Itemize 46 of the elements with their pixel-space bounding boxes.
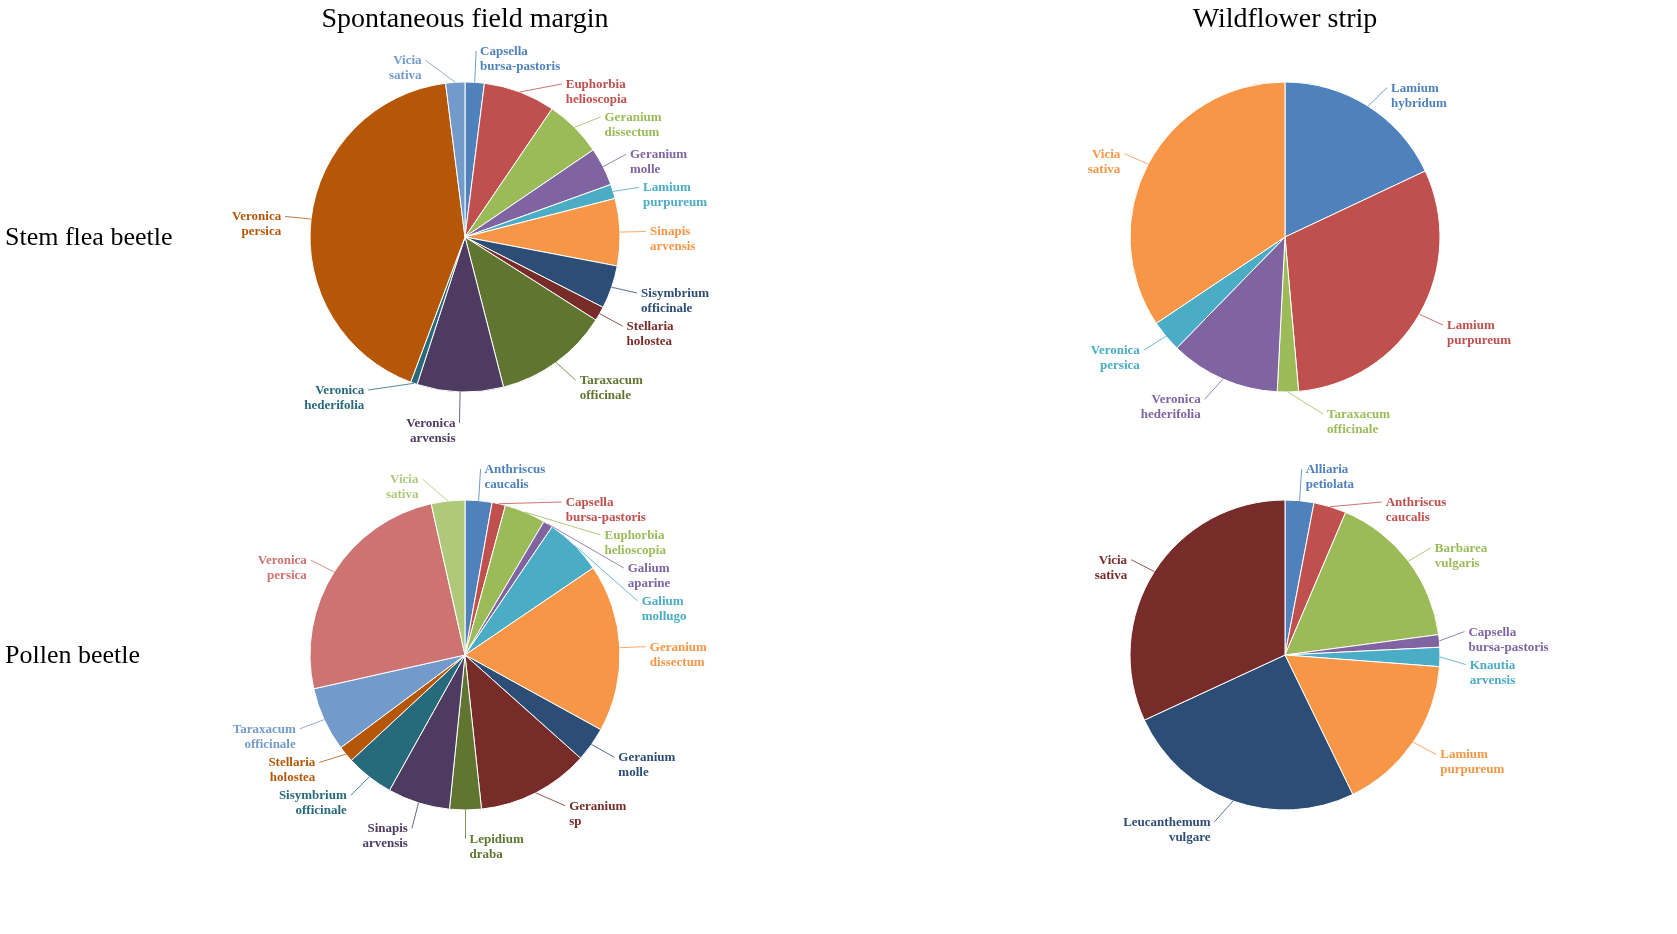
slice-label: Taraxacum officinale (1326, 405, 1391, 436)
slice-label: Veronica persica (232, 208, 282, 239)
slice-label: Euphorbia helioscopia (604, 527, 667, 557)
slice-label: Stellaria holostea (626, 318, 675, 349)
slice-label: Geranium dissectum (649, 638, 708, 669)
slice-label: Anthriscus caucalis (1385, 494, 1447, 524)
text: Pollen beetle (5, 640, 141, 669)
slice-label: Vicia sativa (389, 52, 423, 83)
text: Stem flea beetle (5, 222, 173, 251)
slice-label: Sinapis arvensis (649, 223, 696, 254)
slice-label: Veronica hederifolia (304, 382, 365, 412)
slice-label: Knautia arvensis (1469, 656, 1516, 687)
slice-label: Leucanthemum vulgare (1123, 813, 1211, 844)
slice-label: Galium mollugo (641, 593, 687, 623)
slice-label: Veronica persica (257, 552, 308, 583)
chart-title: Wildflower strip (1192, 2, 1378, 33)
slice-label: Geranium dissectum (604, 109, 662, 139)
slice-label: Barbarea vulgaris (1434, 539, 1488, 570)
slice-label: Geranium molle (618, 749, 676, 780)
slice-label: Vicia sativa (385, 471, 419, 502)
slice-label: Capsella bursa-pastoris (1468, 623, 1549, 654)
slice-label: Lamium hybridum (1391, 79, 1447, 110)
slice-label: Vicia sativa (1094, 551, 1128, 582)
slice-label: Veronica hederifolia (1140, 391, 1202, 422)
slice-label: Veronica arvensis (406, 415, 456, 445)
slice-label: Sisymbrium officinale (278, 787, 348, 818)
slice-label: Lamium purpureum (1440, 746, 1505, 777)
slice-label: Vicia sativa (1087, 145, 1121, 176)
slice-label: Galium aparine (627, 560, 671, 590)
slice-label: Lepidium draba (469, 830, 524, 861)
slice-label: Anthriscus caucalis (484, 461, 546, 491)
chart-title: Spontaneous field margin (321, 2, 609, 33)
slice-label: Capsella bursa-pastoris (565, 494, 646, 524)
slice-label: Alliaria petiolata (1305, 461, 1355, 491)
slice-label: Lamium purpureum (1447, 317, 1512, 348)
slice-label: Euphorbia helioscopia (565, 76, 628, 106)
slice-label: Veronica persica (1090, 342, 1141, 373)
slice-label: Capsella bursa-pastoris (480, 43, 561, 73)
slice-label: Sinapis arvensis (362, 820, 408, 851)
slice-label: Sisymbrium officinale (641, 285, 710, 316)
slice-label: Stellaria holostea (268, 754, 316, 785)
slice-label: Taraxacum officinale (232, 720, 296, 751)
slice-label: Geranium molle (630, 146, 688, 177)
slice-label: Taraxacum officinale (579, 372, 643, 403)
slice-label: Lamium purpureum (643, 179, 708, 210)
slice-label: Geranium sp (569, 797, 627, 828)
